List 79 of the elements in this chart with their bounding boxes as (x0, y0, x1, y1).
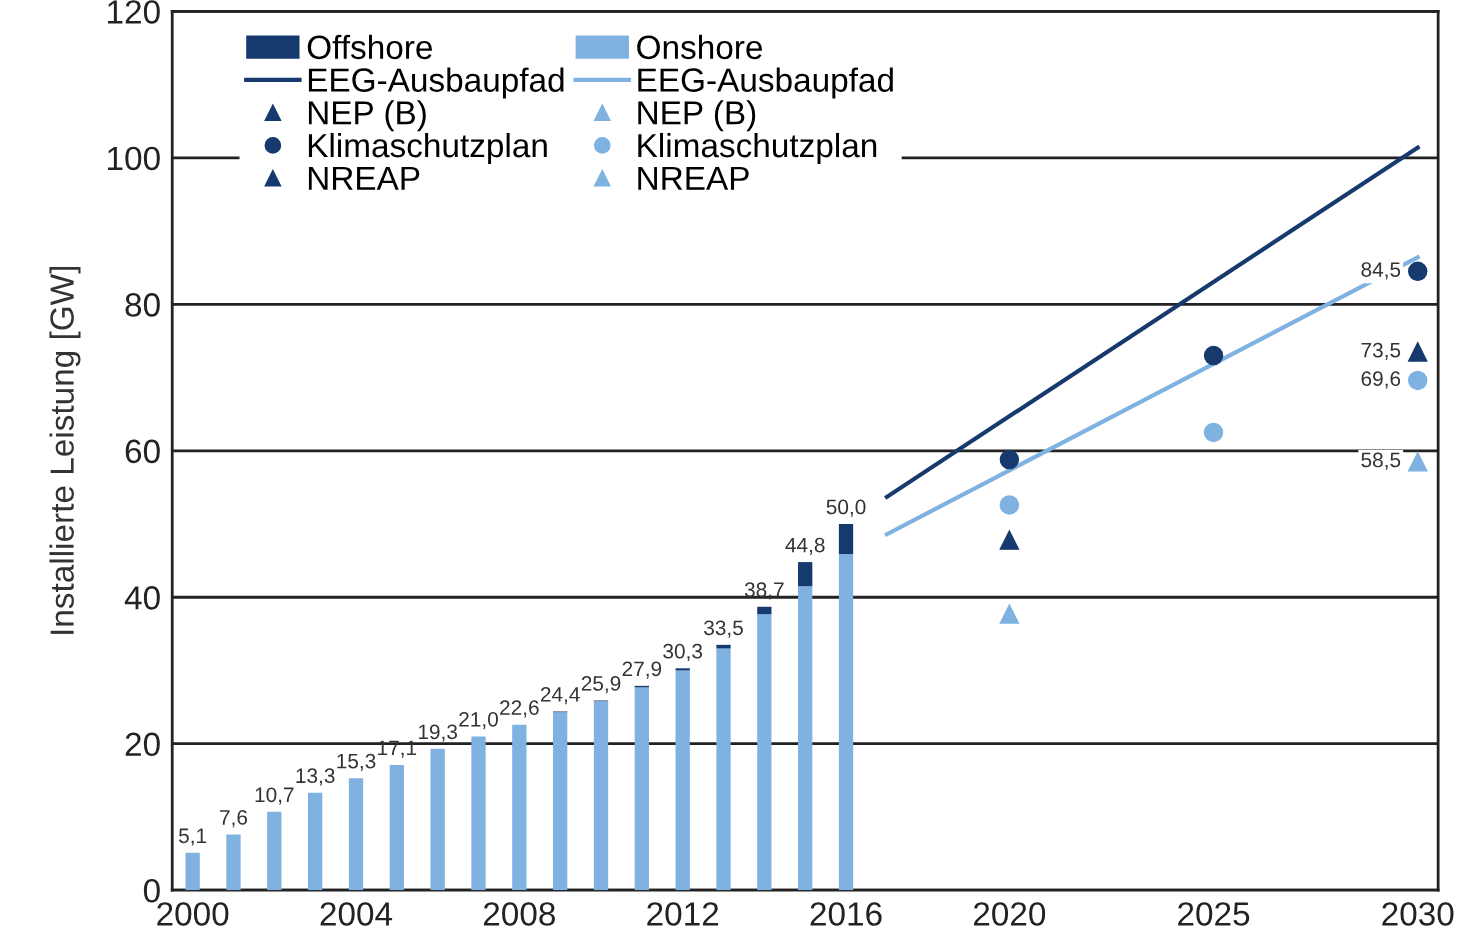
point (999, 530, 1020, 550)
legend-label: NREAP (638, 166, 749, 190)
total-label: 13,3 (296, 768, 335, 786)
y-tick-label: 120 (108, 0, 160, 24)
total-label: 50,0 (826, 499, 866, 517)
total-label: 17,1 (378, 740, 417, 758)
bar (757, 606, 772, 615)
bar (389, 764, 404, 891)
bar (185, 852, 200, 891)
point (1407, 342, 1428, 362)
point (1407, 261, 1428, 282)
total-label: 33,5 (704, 620, 743, 638)
bar (675, 668, 690, 671)
total-label: 38,7 (744, 582, 784, 600)
y-tick-label: 100 (108, 146, 160, 171)
total-label: 21,0 (459, 711, 498, 730)
x-tick-label: 2000 (157, 902, 229, 926)
bar (430, 748, 445, 891)
point (1203, 345, 1224, 366)
x-tick-label: 2016 (810, 902, 882, 926)
x-tick-label: 2008 (483, 902, 555, 926)
bar (593, 701, 609, 891)
point (1407, 370, 1428, 391)
bar (716, 648, 731, 891)
y-tick-label: 40 (124, 586, 160, 610)
x-tick-label: 2020 (973, 902, 1046, 926)
bar (798, 586, 813, 891)
bar (798, 562, 813, 587)
legend-label: Offshore (307, 34, 432, 60)
bar (267, 811, 282, 891)
y-tick-label: 0 (143, 878, 160, 903)
bar (757, 614, 772, 891)
y-tick-label: 80 (125, 293, 160, 317)
bar (308, 792, 323, 891)
bar (675, 670, 690, 891)
total-label: 10,7 (255, 787, 294, 805)
y-tick-label: 20 (125, 732, 160, 757)
bar (553, 712, 568, 891)
legend-label: NREAP (308, 166, 420, 190)
legend-label: Klimaschutzplan (638, 132, 877, 164)
point (999, 449, 1020, 470)
y-tick-label: 60 (125, 439, 160, 464)
legend-label: Klimaschutzplan (308, 132, 547, 164)
bar (838, 524, 854, 555)
point (999, 495, 1020, 515)
total-label: 27,9 (622, 661, 662, 679)
total-label: 19,3 (418, 724, 458, 742)
legend-label: EEG-Ausbaupfad (638, 67, 893, 99)
total-label: 44,8 (785, 537, 825, 555)
data-label: 58,5 (1361, 452, 1401, 470)
total-label: 25,9 (581, 676, 621, 694)
x-tick-label: 2012 (647, 902, 719, 926)
bar (634, 687, 649, 891)
x-tick-label: 2025 (1178, 902, 1250, 926)
legend-label: NEP (B) (308, 100, 426, 132)
data-label: 73,5 (1361, 342, 1401, 360)
bar (716, 644, 731, 649)
x-tick-label: 2004 (320, 902, 393, 926)
total-label: 5,1 (179, 828, 207, 846)
data-label: 69,6 (1361, 371, 1401, 389)
bar (348, 778, 364, 891)
y-axis-title: Installierte Leistung [GW] (49, 266, 81, 634)
total-label: 24,4 (540, 687, 580, 705)
data-label: 84,5 (1361, 262, 1401, 280)
bar (226, 834, 241, 891)
point (999, 604, 1020, 624)
legend-label: EEG-Ausbaupfad (308, 67, 564, 99)
total-label: 22,6 (500, 700, 539, 718)
point (1407, 452, 1428, 472)
legend-label: NEP (B) (638, 100, 756, 132)
total-label: 7,6 (220, 810, 248, 828)
bar (471, 736, 486, 891)
total-label: 30,3 (663, 643, 703, 662)
legend-label: Onshore (637, 34, 762, 60)
bar (838, 554, 854, 891)
x-tick-label: 2030 (1382, 902, 1454, 926)
bar (512, 724, 527, 891)
point (1203, 422, 1224, 443)
total-label: 15,3 (337, 753, 376, 771)
